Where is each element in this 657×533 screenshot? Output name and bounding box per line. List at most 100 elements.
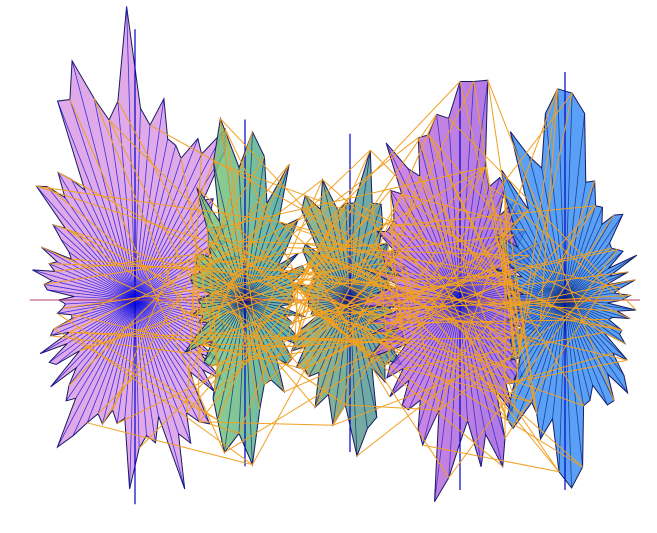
connector — [396, 287, 622, 331]
starburst-ray — [134, 198, 214, 301]
starburst-ray — [69, 99, 136, 301]
connector — [41, 246, 209, 323]
starburst-ray — [564, 254, 638, 301]
starburst-ray — [53, 299, 136, 330]
starburst-ray — [459, 81, 475, 301]
connector — [311, 294, 631, 316]
starburst-ray — [459, 299, 512, 325]
starburst-ray — [134, 212, 211, 301]
starburst-ray — [564, 224, 603, 301]
connector — [277, 265, 318, 317]
connector — [93, 98, 205, 363]
connector — [186, 305, 281, 414]
starburst-ray — [134, 158, 182, 301]
connector — [65, 227, 282, 339]
connector — [149, 124, 406, 268]
connector — [417, 137, 513, 392]
connector — [305, 243, 515, 275]
connector — [68, 208, 321, 333]
connector — [79, 307, 203, 352]
starburst-ray — [49, 263, 136, 301]
connector — [226, 163, 290, 242]
starburst-ray — [564, 299, 628, 361]
connector — [379, 92, 573, 345]
connector — [508, 299, 554, 307]
connector — [310, 249, 618, 316]
connector — [487, 80, 615, 401]
connector — [399, 234, 515, 250]
connector — [101, 156, 265, 425]
starburst-ray — [52, 224, 136, 301]
starburst-ray — [64, 197, 136, 301]
connector — [296, 234, 515, 368]
starburst-ray — [36, 185, 136, 301]
starburst-ray — [564, 299, 591, 401]
starburst-ray — [390, 225, 461, 301]
connector — [322, 179, 514, 350]
connector — [224, 349, 391, 454]
starburst-ray — [244, 299, 261, 410]
connector — [50, 335, 185, 354]
connector-layer — [36, 80, 637, 478]
connector — [62, 261, 394, 309]
connector — [49, 263, 305, 272]
connector — [220, 118, 412, 324]
starburst-ray — [134, 299, 159, 417]
connector — [36, 185, 407, 306]
connector — [138, 284, 301, 449]
connector — [71, 314, 305, 370]
starburst-ray — [84, 189, 136, 301]
starburst-ray — [564, 247, 612, 301]
starburst-ray — [564, 207, 603, 301]
starburst-ray — [244, 299, 292, 305]
connector — [403, 332, 604, 369]
connector — [315, 282, 390, 324]
connector — [382, 223, 526, 231]
connector — [302, 250, 512, 346]
starburst-ray — [117, 101, 136, 301]
connector — [87, 422, 253, 466]
connector — [278, 221, 306, 245]
starburst-ray — [134, 299, 202, 334]
connector — [57, 312, 218, 421]
connector — [319, 254, 515, 340]
starburst-ray — [564, 299, 604, 333]
connector — [195, 265, 316, 408]
starburst-ray — [558, 299, 566, 472]
connector — [207, 166, 486, 231]
starburst-ray — [134, 138, 169, 301]
connector — [399, 343, 533, 403]
connector — [53, 328, 218, 421]
connector — [54, 253, 201, 272]
starburst-ray — [134, 240, 217, 301]
connector — [518, 88, 559, 350]
starburst-ray — [244, 299, 253, 465]
starburst-ray — [328, 299, 351, 395]
starburst-ray — [47, 289, 136, 301]
connector — [283, 203, 347, 315]
connector — [200, 137, 419, 305]
starburst-ray — [518, 282, 566, 301]
starburst-ray — [540, 299, 566, 439]
connector — [383, 257, 560, 473]
starburst-ray — [512, 299, 566, 429]
starburst-ray — [312, 299, 351, 311]
starburst-ray — [557, 88, 566, 301]
connector — [263, 261, 395, 385]
starburst-ray — [337, 210, 351, 301]
connector — [396, 282, 519, 289]
starburst-ray — [71, 299, 136, 319]
starburst-ray — [50, 299, 136, 388]
connector — [428, 134, 511, 231]
connector — [319, 254, 519, 356]
connector — [215, 240, 285, 393]
starburst-ray — [244, 299, 293, 324]
connector — [213, 290, 289, 327]
connector — [196, 264, 412, 324]
starburst-ray — [134, 299, 196, 389]
starburst-ray — [564, 299, 608, 406]
connector — [308, 299, 370, 359]
connector — [422, 444, 560, 473]
connector — [231, 277, 261, 410]
